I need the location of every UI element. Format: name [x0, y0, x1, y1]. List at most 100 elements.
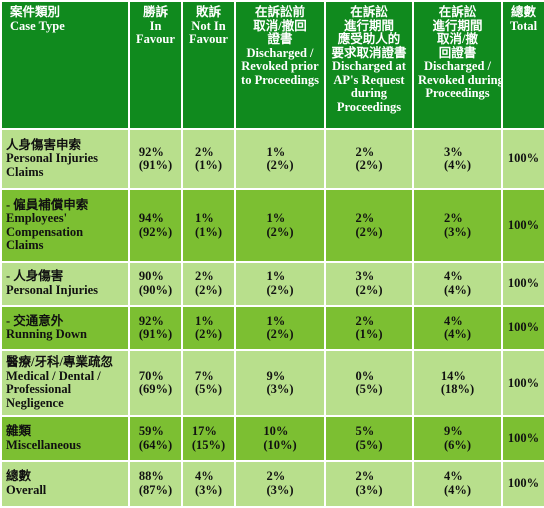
text-line: - 人身傷害 [6, 269, 64, 284]
case-type-cell: 人身傷害申索 Personal Injuries Claims [0, 127, 130, 191]
text-line: 進行期間 [432, 18, 483, 33]
percentage-pair: 2% (1%) [355, 314, 382, 342]
text-line: Discharged / [246, 45, 314, 60]
text-line: (5%) [355, 382, 383, 397]
total-cell: 100% [501, 260, 544, 307]
header-discharged-ap-request: 在訴訟 進行期間 應受助人的 要求取消證書 Discharged at AP's Requ… [324, 0, 414, 130]
text-line: 7% [194, 368, 214, 383]
before-cell: 1% (2%) [234, 127, 326, 191]
text-line: Not In [191, 18, 226, 33]
percentage-pair: 17% (15%) [192, 425, 225, 452]
percentage-pair: 2% (1%) [194, 144, 223, 173]
text-line: 70% [138, 368, 164, 383]
percentage-pair: 92% (91%) [138, 314, 173, 342]
text-line: 9% [266, 368, 286, 383]
text-line: Professional [6, 382, 72, 397]
text-line: 人身傷害申索 [6, 137, 82, 152]
percentage-pair: 10% (10%) [263, 425, 296, 452]
text-line: 案件類別 [10, 5, 61, 19]
header-discharged-before: 在訴訟前 取消/撤回 證書 Discharged / Revoked prior to P… [234, 0, 326, 130]
percentage-pair: 2% (3%) [266, 470, 293, 497]
table-row: - 人身傷害 Personal Injuries 90% (90%) 2% (2%) 1%(… [0, 260, 544, 307]
text-line: 2% [194, 269, 214, 284]
text-line: (4%) [443, 482, 472, 497]
text-line: 2% [194, 144, 214, 159]
table-row: - 交通意外 Running Down 92% (91%) 1% (2%) 1% (2%) 2%… [0, 304, 544, 352]
text-line: Revoked prior [241, 59, 319, 73]
text-line: (91%) [138, 327, 173, 342]
percentage-pair: 2% (2%) [195, 270, 222, 297]
percentage-pair: 4% (4%) [444, 470, 471, 497]
text-line: 4% [443, 469, 463, 484]
text-line: (18%) [440, 382, 475, 397]
text-line: 2% [355, 469, 375, 484]
total-cell: 100% [501, 188, 544, 263]
text-line: (3%) [355, 482, 383, 497]
text-line: 進行期間 [343, 18, 394, 33]
during-cell: 2% (3%) [412, 188, 503, 263]
text-line: Proceedings [336, 99, 402, 114]
in-favour-cell: 92% (91%) [128, 127, 183, 191]
text-line: (64%) [138, 437, 173, 452]
percentage-pair: 4% (4%) [444, 270, 471, 297]
ap-request-cell: 5% (5%) [324, 415, 414, 462]
text-line: 94% [138, 211, 164, 225]
total-cell: 100% [501, 127, 544, 191]
text-line: 4% [443, 269, 463, 284]
text-line: 醫療/牙科/專業疏忽 [6, 355, 113, 370]
text-line: (3%) [266, 382, 294, 397]
percentage-pair: 4% (3%) [195, 470, 222, 497]
during-cell: 4% (4%) [412, 260, 503, 307]
percentage-pair: 2% (3%) [444, 211, 471, 239]
text-line: Claims [6, 164, 44, 179]
not-in-favour-cell: 2% (1%) [181, 127, 236, 191]
case-type-cell: 總數 Overall [0, 459, 130, 508]
total-cell: 100% [501, 349, 544, 418]
in-favour-cell: 94% (92%) [128, 188, 183, 263]
text-line: In [149, 18, 162, 33]
text-line: Total [509, 18, 538, 33]
text-line: 92% [138, 144, 164, 159]
percentage-pair: 1% (2%) [266, 144, 293, 173]
percentage-pair: 2% (3%) [355, 470, 382, 497]
text-line: 3% [355, 269, 375, 284]
in-favour-cell: 92% (91%) [128, 304, 183, 352]
text-line: AP's Request [333, 72, 405, 87]
text-line: 0% [355, 368, 375, 383]
percentage-pair: 1% (2%) [266, 314, 293, 342]
percentage-pair: 94% (92%) [138, 211, 172, 239]
not-in-favour-cell: 1% (1%) [181, 188, 236, 263]
during-cell: 4% (4%) [412, 304, 503, 352]
text-line: Favour [189, 32, 228, 46]
total-cell: 100% [501, 459, 544, 508]
text-line: Proceedings [425, 86, 490, 100]
text-line: 9% [443, 424, 463, 439]
ap-request-cell: 3% (2%) [324, 260, 414, 307]
in-favour-cell: 88% (87%) [128, 459, 183, 508]
text-line: (1%) [194, 158, 223, 173]
text-line: 88% [138, 469, 164, 484]
text-line: (2%) [355, 158, 383, 173]
text-line: - 交通意外 [6, 313, 64, 328]
text-line: 1% [266, 144, 286, 159]
text-line: Personal Injuries [6, 282, 99, 297]
text-line: 敗訴 [195, 5, 221, 19]
in-favour-cell: 59% (64%) [128, 415, 183, 462]
text-line: 在訴訟前 [254, 5, 305, 19]
text-line: 應受助人的 [337, 32, 401, 46]
text-line: 總數 [510, 5, 536, 19]
text-line: (4%) [443, 158, 472, 173]
before-cell: 9% (3%) [234, 349, 326, 418]
percentage-pair: 5% (5%) [355, 425, 382, 452]
text-line: 1% [194, 211, 214, 225]
ap-request-cell: 2% (2%) [324, 188, 414, 263]
text-line: 4% [194, 469, 214, 484]
text-line: 1% [266, 269, 286, 284]
text-line: (5%) [194, 382, 223, 397]
header-total: 總數 Total [501, 0, 544, 130]
text-line: Personal Injuries [6, 151, 99, 166]
text-line: Medical / Dental / [6, 368, 101, 383]
during-cell: 14% (18%) [412, 349, 503, 418]
text-line: 總數 [6, 469, 32, 484]
before-cell: 2% (3%) [234, 459, 326, 508]
